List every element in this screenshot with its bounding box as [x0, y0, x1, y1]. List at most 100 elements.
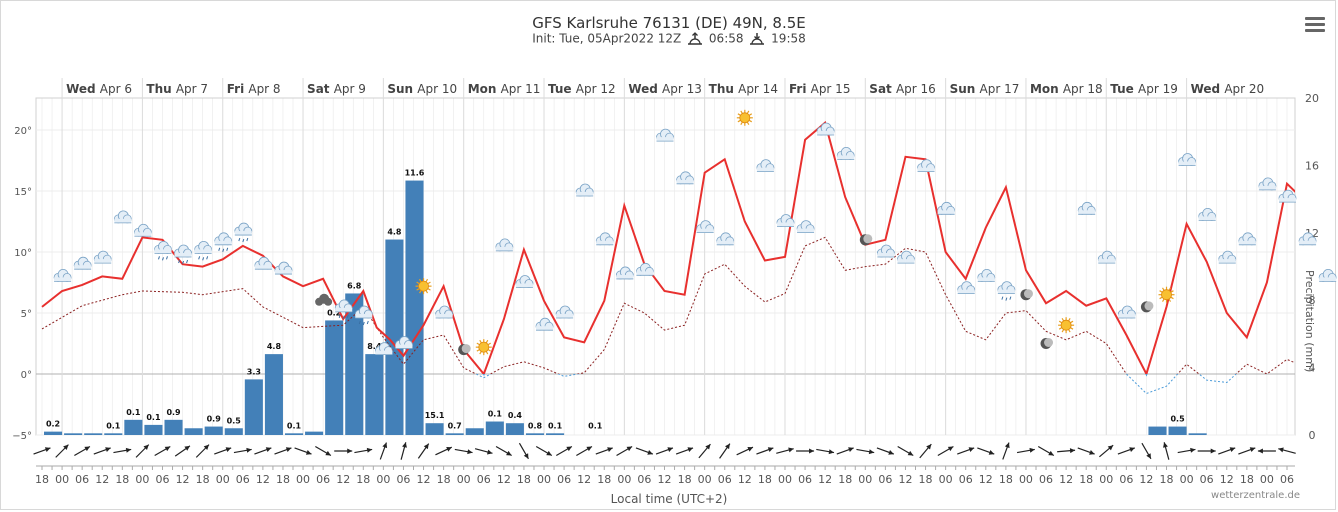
moon-icon	[1020, 289, 1033, 301]
precipitation-label: 8.4	[367, 342, 382, 351]
precipitation-bar	[485, 421, 504, 435]
wind-arrow	[556, 445, 573, 457]
x-tick-label: 18	[597, 473, 611, 486]
precipitation-bar	[525, 433, 545, 435]
cloud-rain-icon	[174, 244, 192, 265]
x-tick-label: 00	[55, 473, 69, 486]
cloud-icon	[93, 250, 112, 264]
cloud-icon	[53, 268, 72, 282]
precipitation-bar	[425, 423, 444, 435]
x-tick-label: 12	[176, 473, 190, 486]
wind-arrow	[417, 443, 430, 459]
x-tick-label: 06	[236, 473, 250, 486]
precipitation-label: 11.6	[405, 169, 425, 178]
y-tick-label-precipitation: 4	[1309, 362, 1316, 375]
y-tick-label-precipitation: 8	[1309, 294, 1316, 307]
precipitation-bar	[1188, 433, 1207, 435]
cloud-icon	[1238, 232, 1257, 246]
wind-arrow	[334, 448, 353, 454]
precipitation-bar	[224, 428, 243, 435]
precipitation-bar	[284, 433, 304, 435]
wind-arrow	[154, 445, 171, 457]
precipitation-bar	[164, 419, 183, 435]
precipitation-label: 0.1	[588, 421, 603, 430]
chart-menu-button[interactable]	[1305, 17, 1325, 33]
wind-arrow	[195, 444, 210, 458]
x-tick-label: 18	[276, 473, 290, 486]
wind-arrow	[1163, 442, 1170, 460]
wind-arrow	[776, 447, 794, 454]
x-tick-label: 12	[738, 473, 752, 486]
wind-arrow	[897, 445, 914, 457]
x-tick-label: 12	[95, 473, 109, 486]
day-label: Thu Apr 7	[146, 82, 208, 96]
wind-arrow	[379, 442, 388, 460]
cloud-rain-icon	[194, 240, 213, 261]
wind-arrow	[816, 448, 835, 455]
x-axis-label: Local time (UTC+2)	[610, 492, 728, 506]
x-tick-label: 00	[1019, 473, 1033, 486]
x-tick-label: 12	[1139, 473, 1153, 486]
precipitation-label: 0.5	[227, 416, 242, 425]
wind-arrow	[93, 447, 111, 455]
precipitation-label: 0.1	[548, 421, 563, 430]
x-tick-label: 06	[557, 473, 571, 486]
precipitation-bar	[124, 419, 143, 435]
sun-icon	[415, 278, 432, 295]
credit-link[interactable]: wetterzentrale.de	[1211, 490, 1300, 501]
x-tick-label: 18	[1079, 473, 1093, 486]
y-tick-label-precipitation: 16	[1305, 159, 1319, 172]
x-tick-label: 12	[818, 473, 832, 486]
wind-arrow	[957, 447, 975, 455]
precipitation-label: 0.1	[126, 408, 141, 417]
wind-arrow	[495, 445, 512, 457]
moon-icon	[458, 344, 471, 356]
x-tick-label: 06	[959, 473, 973, 486]
day-label: Sun Apr 10	[387, 82, 457, 96]
cloud-icon	[977, 268, 996, 282]
x-tick-label: 06	[1200, 473, 1214, 486]
cloud-icon	[676, 171, 694, 185]
x-tick-label: 12	[898, 473, 912, 486]
cloud-icon	[1278, 189, 1297, 203]
x-tick-label: 18	[758, 473, 772, 486]
cloud-icon	[1258, 177, 1277, 191]
x-tick-label: 00	[537, 473, 551, 486]
wind-arrow	[233, 447, 252, 454]
x-tick-label: 12	[1059, 473, 1073, 486]
x-tick-label: 18	[1240, 473, 1254, 486]
cloud-icon	[113, 210, 132, 224]
precipitation-bar	[184, 428, 203, 435]
wind-arrow	[616, 445, 633, 457]
cloud-icon	[816, 122, 835, 136]
precipitation-label: 0.9	[166, 408, 181, 417]
precipitation-bar	[305, 431, 324, 435]
y-tick-label-temperature: 10°	[14, 248, 32, 259]
day-label: Tue Apr 12	[548, 82, 616, 96]
cloud-icon	[575, 183, 594, 197]
x-tick-label: 06	[798, 473, 812, 486]
x-tick-label: 18	[517, 473, 531, 486]
precipitation-label: 0.1	[146, 413, 161, 422]
wind-arrow	[719, 443, 731, 459]
precipitation-bar	[44, 431, 63, 435]
x-tick-label: 06	[396, 473, 410, 486]
cloud-icon	[656, 128, 674, 142]
cloud-icon	[1178, 153, 1196, 166]
x-tick-label: 18	[678, 473, 692, 486]
day-label: Thu Apr 14	[709, 82, 778, 96]
wind-arrow	[435, 446, 453, 456]
wind-arrow	[876, 447, 895, 455]
temperature-line	[41, 120, 1295, 374]
x-tick-label: 18	[838, 473, 852, 486]
sunset-time: 19:58	[771, 31, 806, 46]
wind-arrow	[454, 448, 473, 455]
cloud-rain-icon	[154, 240, 172, 261]
x-tick-label: 12	[336, 473, 350, 486]
x-tick-label: 18	[196, 473, 210, 486]
x-tick-label: 00	[1260, 473, 1274, 486]
cloud-icon	[716, 232, 735, 246]
wind-arrow	[1257, 448, 1276, 454]
x-tick-label: 00	[939, 473, 953, 486]
cloud-icon	[796, 220, 815, 234]
